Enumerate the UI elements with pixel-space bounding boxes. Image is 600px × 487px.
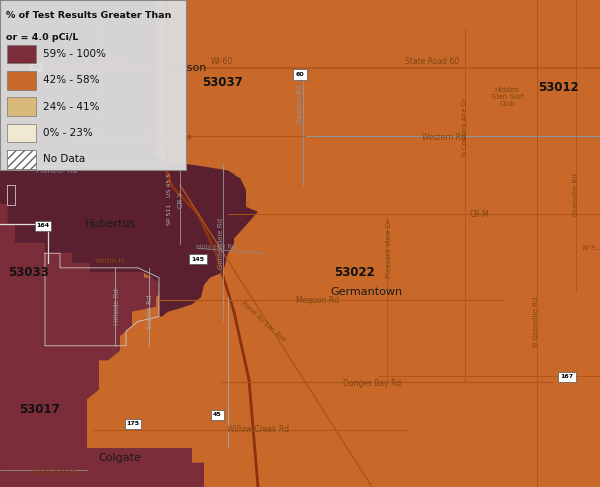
Text: WI-60: WI-60 (211, 57, 233, 66)
Text: Mequon Rd: Mequon Rd (296, 296, 340, 305)
Text: Hidden
Glen Golf
Club: Hidden Glen Golf Club (491, 87, 523, 108)
Text: 53037: 53037 (202, 76, 242, 89)
Bar (0, 0, 186, 170)
Bar (189, 254, 207, 264)
Text: % of Test Results Greater Than: % of Test Results Greater Than (6, 11, 172, 19)
Bar (7, 150, 36, 169)
Text: Mayfield Rd: Mayfield Rd (98, 9, 104, 50)
Text: Western Ave: Western Ave (144, 133, 192, 142)
Text: Pioneer Rd: Pioneer Rd (37, 166, 77, 175)
Text: Scenic Rd: Scenic Rd (147, 295, 153, 329)
Text: Main St: Main St (97, 57, 125, 66)
Text: 59% - 100%: 59% - 100% (43, 49, 106, 59)
Bar (558, 372, 576, 382)
Text: SP 511: SP 511 (167, 204, 172, 225)
Text: 53033: 53033 (8, 266, 49, 279)
Bar (7, 45, 36, 63)
Text: Pleasant View Dr: Pleasant View Dr (386, 219, 392, 278)
Bar (35, 221, 51, 231)
Polygon shape (234, 212, 276, 253)
Text: 145: 145 (191, 257, 205, 262)
Bar (7, 124, 36, 142)
Text: Germantown: Germantown (330, 287, 402, 297)
Text: 24% - 41%: 24% - 41% (43, 102, 100, 112)
Text: 42% - 58%: 42% - 58% (43, 75, 100, 85)
Text: Granville Rd: Granville Rd (573, 173, 579, 216)
Text: 53012: 53012 (538, 81, 578, 94)
Text: 164: 164 (37, 224, 50, 228)
Polygon shape (0, 0, 258, 317)
Bar (7, 97, 36, 116)
Text: Kettle H.: Kettle H. (96, 258, 126, 263)
Text: 45: 45 (32, 65, 40, 70)
Text: Washington: Washington (31, 468, 77, 477)
Text: 45: 45 (213, 412, 221, 417)
Text: 53017: 53017 (19, 403, 59, 415)
Text: 167: 167 (560, 375, 574, 379)
Text: Donges Bay Rd: Donges Bay Rd (343, 379, 401, 388)
Bar (211, 410, 224, 420)
Bar (125, 419, 141, 429)
Text: 53022: 53022 (334, 266, 374, 279)
Text: 0% - 23%: 0% - 23% (43, 128, 93, 138)
Text: Colgate: Colgate (98, 453, 142, 463)
Text: Hubertus: Hubertus (85, 219, 137, 229)
Text: 175: 175 (127, 421, 140, 426)
Text: State Road 60: State Road 60 (405, 57, 459, 66)
Text: CR-M: CR-M (470, 210, 490, 219)
Text: Willow Creek Rd: Willow Creek Rd (227, 425, 289, 434)
Text: US 45 S: US 45 S (167, 173, 172, 197)
Text: Richfield: Richfield (81, 141, 129, 151)
Bar (29, 62, 43, 72)
Text: or = 4.0 pCi/L: or = 4.0 pCi/L (6, 33, 79, 42)
Polygon shape (234, 175, 258, 207)
Text: W F...: W F... (581, 245, 600, 251)
Text: Jackson: Jackson (165, 63, 207, 73)
Text: Holy Hill Rd: Holy Hill Rd (196, 244, 236, 250)
Bar (7, 71, 36, 90)
Text: 60: 60 (296, 72, 304, 77)
Text: N Granville Rd: N Granville Rd (533, 296, 539, 347)
Text: Fond du Lac Ave: Fond du Lac Ave (241, 300, 287, 343)
Text: Hillside Rd: Hillside Rd (114, 288, 120, 325)
Text: N Country Aire Dr: N Country Aire Dr (462, 97, 468, 156)
Text: Goldendale Rd: Goldendale Rd (218, 218, 224, 269)
Text: CR Y: CR Y (178, 192, 184, 207)
Text: Western Rd: Western Rd (422, 133, 466, 142)
Polygon shape (0, 0, 204, 487)
Text: No Data: No Data (43, 154, 85, 164)
Text: 53076: 53076 (70, 120, 110, 133)
Bar (293, 69, 307, 80)
Text: Davison Rd: Davison Rd (297, 85, 303, 124)
